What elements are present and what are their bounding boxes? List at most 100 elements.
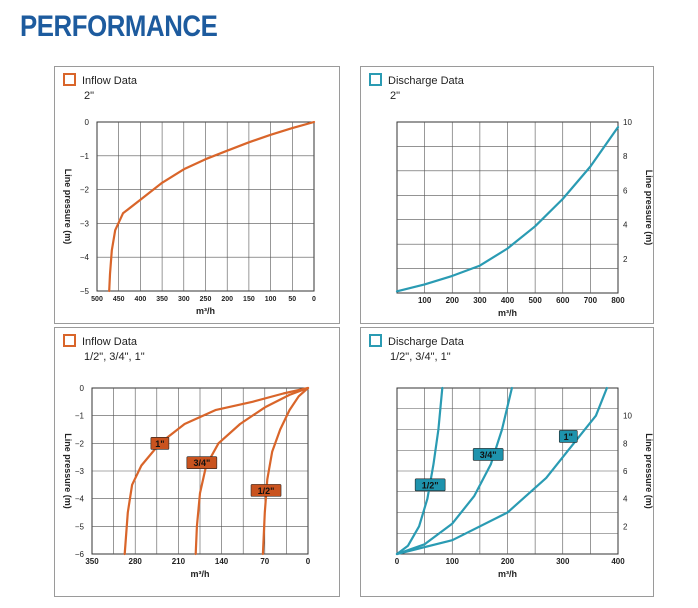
inflow-small-chart: 350 280 210 140 70 0 0 −1 −2 −3 −4 −5 −6 m³/h Line pre… xyxy=(63,384,311,579)
x-tick-label: 800 xyxy=(611,296,625,305)
y-tick-label: −4 xyxy=(75,495,85,504)
series-label-box xyxy=(186,456,218,469)
x-tick-label: 500 xyxy=(91,296,103,303)
discharge-small-chart: 0 100 200 300 400 2 4 6 8 10 m³/h Line pressure (m)… xyxy=(395,386,654,579)
x-tick-label: 350 xyxy=(85,557,99,566)
y-axis-label: Line pressure (m) xyxy=(644,433,654,509)
y-tick-label: −4 xyxy=(80,253,90,262)
x-tick-label: 100 xyxy=(446,557,460,566)
x-tick-label: 100 xyxy=(418,296,432,305)
y-axis-label: Line pressure (m) xyxy=(644,170,654,246)
x-axis-label: m³/h xyxy=(498,308,517,318)
series-line-2 xyxy=(261,386,310,556)
y-tick-label: 10 xyxy=(623,412,632,421)
x-tick-label: 400 xyxy=(501,296,515,305)
series-line-0 xyxy=(395,126,620,293)
inflow-2in-subtitle: 2" xyxy=(84,90,95,102)
x-axis-label: m³/h xyxy=(191,569,210,579)
series-label-box xyxy=(558,430,578,443)
x-tick-label: 400 xyxy=(611,557,625,566)
y-tick-label: −5 xyxy=(80,287,90,296)
series-label: 1/2" xyxy=(422,480,439,490)
x-tick-label: 70 xyxy=(260,557,269,566)
x-tick-label: 280 xyxy=(129,557,143,566)
x-tick-label: 250 xyxy=(200,296,212,303)
series-label-box xyxy=(150,437,170,450)
x-tick-label: 0 xyxy=(395,557,400,566)
x-tick-label: 0 xyxy=(306,557,311,566)
x-tick-label: 600 xyxy=(556,296,570,305)
y-axis-label: Line pressure (m) xyxy=(63,433,73,509)
series-label: 1" xyxy=(155,439,164,449)
y-tick-label: 4 xyxy=(623,495,628,504)
series-label: 1" xyxy=(564,432,573,442)
y-tick-label: 2 xyxy=(623,522,628,531)
discharge-2in-subtitle: 2" xyxy=(390,90,401,102)
y-axis-label: Line pressure (m) xyxy=(63,169,73,245)
inflow-2in-legend-label: Inflow Data xyxy=(82,75,138,87)
x-tick-label: 210 xyxy=(172,557,186,566)
x-tick-label: 300 xyxy=(473,296,487,305)
x-axis-label: m³/h xyxy=(498,569,517,579)
x-tick-label: 0 xyxy=(312,296,316,303)
series-label: 3/4" xyxy=(480,450,497,460)
x-tick-label: 200 xyxy=(221,296,233,303)
series-line-0 xyxy=(123,386,310,556)
inflow-2in-panel: Inflow Data 2" 500 450 400 350 300 250 200 150 1… xyxy=(54,66,340,324)
series-label-box xyxy=(414,478,446,492)
inflow-small-panel: Inflow Data 1/2", 3/4", 1" 350 280 210 140 7… xyxy=(54,327,340,597)
y-tick-label: 2 xyxy=(623,255,628,264)
inflow-legend-swatch xyxy=(63,334,76,347)
y-tick-label: −3 xyxy=(75,467,85,476)
discharge-2in-chart: 100 200 300 400 500 600 700 800 2 4 6 8 10 m³/h Line p… xyxy=(395,118,654,318)
x-tick-label: 50 xyxy=(288,296,296,303)
y-tick-label: −6 xyxy=(75,550,85,559)
y-tick-label: −2 xyxy=(75,439,85,448)
series-line-0 xyxy=(395,386,444,556)
y-tick-label: −2 xyxy=(80,186,90,195)
inflow-small-legend-label: Inflow Data xyxy=(82,336,138,348)
y-tick-label: 8 xyxy=(623,152,628,161)
discharge-2in-panel: Discharge Data 2" 100 200 300 400 500 600 700 8… xyxy=(360,66,654,324)
page-title: PERFORMANCE xyxy=(20,10,218,43)
x-tick-label: 450 xyxy=(113,296,125,303)
y-tick-label: 6 xyxy=(623,186,628,195)
y-tick-label: 0 xyxy=(85,118,90,127)
x-tick-label: 350 xyxy=(156,296,168,303)
y-tick-label: −1 xyxy=(80,152,90,161)
discharge-small-panel: Discharge Data 1/2", 3/4", 1" 0 100 200 300… xyxy=(360,327,654,597)
y-tick-label: 10 xyxy=(623,118,632,127)
x-tick-label: 300 xyxy=(556,557,570,566)
series-line-1 xyxy=(395,386,513,556)
y-tick-label: 0 xyxy=(80,384,85,393)
x-tick-label: 100 xyxy=(265,296,277,303)
series-line-1 xyxy=(194,386,310,556)
inflow-2in-legend: Inflow Data 2" xyxy=(63,73,137,102)
y-tick-label: −3 xyxy=(80,219,90,228)
discharge-small-legend: Discharge Data 1/2", 3/4", 1" xyxy=(369,334,464,363)
discharge-small-subtitle: 1/2", 3/4", 1" xyxy=(390,351,451,363)
x-tick-label: 700 xyxy=(584,296,598,305)
discharge-2in-legend-label: Discharge Data xyxy=(388,75,464,87)
x-tick-label: 500 xyxy=(528,296,542,305)
x-tick-label: 400 xyxy=(135,296,147,303)
series-label: 1/2" xyxy=(258,486,275,496)
series-label-box xyxy=(250,484,282,497)
y-tick-label: 6 xyxy=(623,467,628,476)
x-tick-label: 200 xyxy=(446,296,460,305)
inflow-small-legend: Inflow Data 1/2", 3/4", 1" xyxy=(63,334,145,363)
inflow-small-subtitle: 1/2", 3/4", 1" xyxy=(84,351,145,363)
x-tick-label: 140 xyxy=(215,557,229,566)
inflow-2in-chart: 500 450 400 350 300 250 200 150 100 50 00−1−2−3−4−… xyxy=(63,118,316,316)
discharge-2in-legend: Discharge Data 2" xyxy=(369,73,464,102)
y-tick-label: 4 xyxy=(623,221,628,230)
discharge-legend-swatch xyxy=(369,334,382,347)
y-tick-label: 8 xyxy=(623,439,628,448)
series-label: 3/4" xyxy=(193,458,210,468)
series-line-2 xyxy=(395,386,608,556)
y-tick-label: −5 xyxy=(75,522,85,531)
y-tick-label: −1 xyxy=(75,412,85,421)
discharge-small-legend-label: Discharge Data xyxy=(388,336,464,348)
x-tick-label: 300 xyxy=(178,296,190,303)
series-line-0 xyxy=(108,120,316,293)
